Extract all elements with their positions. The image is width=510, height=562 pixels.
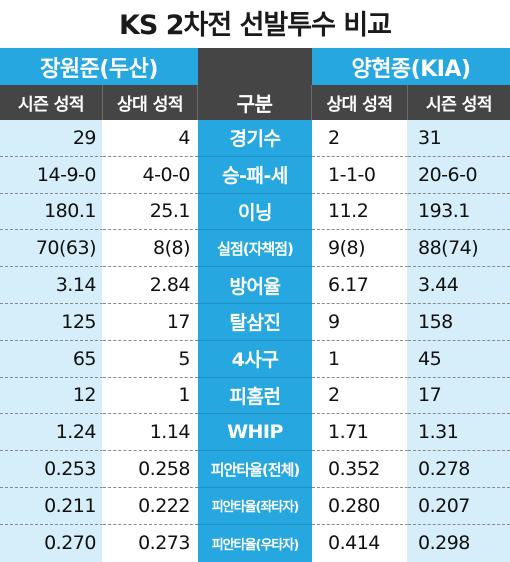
right-vs-value: 9(8) <box>312 230 408 268</box>
category-label: 경기수 <box>198 120 312 157</box>
category-label: 피홈런 <box>198 377 312 415</box>
left-season-value: 3.14 <box>0 267 103 304</box>
left-vs-value: 0.258 <box>103 451 198 488</box>
left-vs-value: 25.1 <box>103 193 198 231</box>
page-title: KS 2차전 선발투수 비교 <box>118 9 392 41</box>
left-vs-value: 8(8) <box>103 230 198 268</box>
right-vs-value: 1 <box>312 340 408 378</box>
left-season-value: 12 <box>0 377 103 415</box>
right-season-value: 88(74) <box>408 230 510 268</box>
right-season-value: 17 <box>408 377 510 415</box>
comparison-table: 장원준(두산) 양현종(KIA) 시즌 성적 상대 성적 구분 상대 성적 시즌… <box>0 48 510 562</box>
left-vs-value: 4 <box>103 120 198 157</box>
category-label: 실점(자책점) <box>198 230 312 268</box>
left-season-value: 0.270 <box>0 524 103 562</box>
right-season-value: 31 <box>408 120 510 157</box>
right-season-value: 158 <box>408 303 510 341</box>
category-header-top <box>198 48 312 85</box>
right-season-value: 1.31 <box>408 414 510 452</box>
left-season-value: 14-9-0 <box>0 156 103 194</box>
right-season-value: 0.207 <box>408 487 510 525</box>
right-vs-header: 상대 성적 <box>312 85 408 120</box>
left-season-header: 시즌 성적 <box>0 85 103 120</box>
left-team-header: 장원준(두산) <box>0 48 198 85</box>
right-vs-value: 0.280 <box>312 487 408 525</box>
right-team-header: 양현종(KIA) <box>312 48 510 85</box>
right-vs-value: 0.352 <box>312 451 408 488</box>
left-season-value: 125 <box>0 303 103 341</box>
left-season-value: 180.1 <box>0 193 103 231</box>
left-vs-value: 2.84 <box>103 267 198 304</box>
right-season-value: 45 <box>408 340 510 378</box>
left-vs-value: 5 <box>103 340 198 378</box>
left-vs-value: 1.14 <box>103 414 198 452</box>
right-season-value: 3.44 <box>408 267 510 304</box>
left-season-value: 1.24 <box>0 414 103 452</box>
category-label: 승-패-세 <box>198 156 312 194</box>
right-season-value: 193.1 <box>408 193 510 231</box>
right-season-value: 20-6-0 <box>408 156 510 194</box>
left-vs-value: 4-0-0 <box>103 156 198 194</box>
right-vs-value: 2 <box>312 120 408 157</box>
left-season-value: 70(63) <box>0 230 103 268</box>
category-label: 피안타율(우타자) <box>198 524 312 562</box>
right-vs-value: 9 <box>312 303 408 341</box>
right-season-header: 시즌 성적 <box>408 85 510 120</box>
category-label: 4사구 <box>198 340 312 378</box>
category-label: 방어율 <box>198 267 312 304</box>
right-season-value: 0.278 <box>408 451 510 488</box>
right-vs-value: 2 <box>312 377 408 415</box>
left-season-value: 0.211 <box>0 487 103 525</box>
category-header: 구분 <box>198 85 312 120</box>
right-vs-value: 6.17 <box>312 267 408 304</box>
category-label: WHIP <box>198 414 312 452</box>
category-label: 피안타율(전체) <box>198 451 312 488</box>
category-label: 탈삼진 <box>198 303 312 341</box>
left-season-value: 29 <box>0 120 103 157</box>
left-vs-header: 상대 성적 <box>103 85 198 120</box>
left-vs-value: 17 <box>103 303 198 341</box>
right-season-value: 0.298 <box>408 524 510 562</box>
left-season-value: 0.253 <box>0 451 103 488</box>
right-vs-value: 1.71 <box>312 414 408 452</box>
category-label: 피안타율(좌타자) <box>198 487 312 525</box>
left-vs-value: 0.273 <box>103 524 198 562</box>
category-label: 이닝 <box>198 193 312 231</box>
right-vs-value: 0.414 <box>312 524 408 562</box>
left-season-value: 65 <box>0 340 103 378</box>
right-vs-value: 1-1-0 <box>312 156 408 194</box>
left-vs-value: 1 <box>103 377 198 415</box>
right-vs-value: 11.2 <box>312 193 408 231</box>
left-vs-value: 0.222 <box>103 487 198 525</box>
